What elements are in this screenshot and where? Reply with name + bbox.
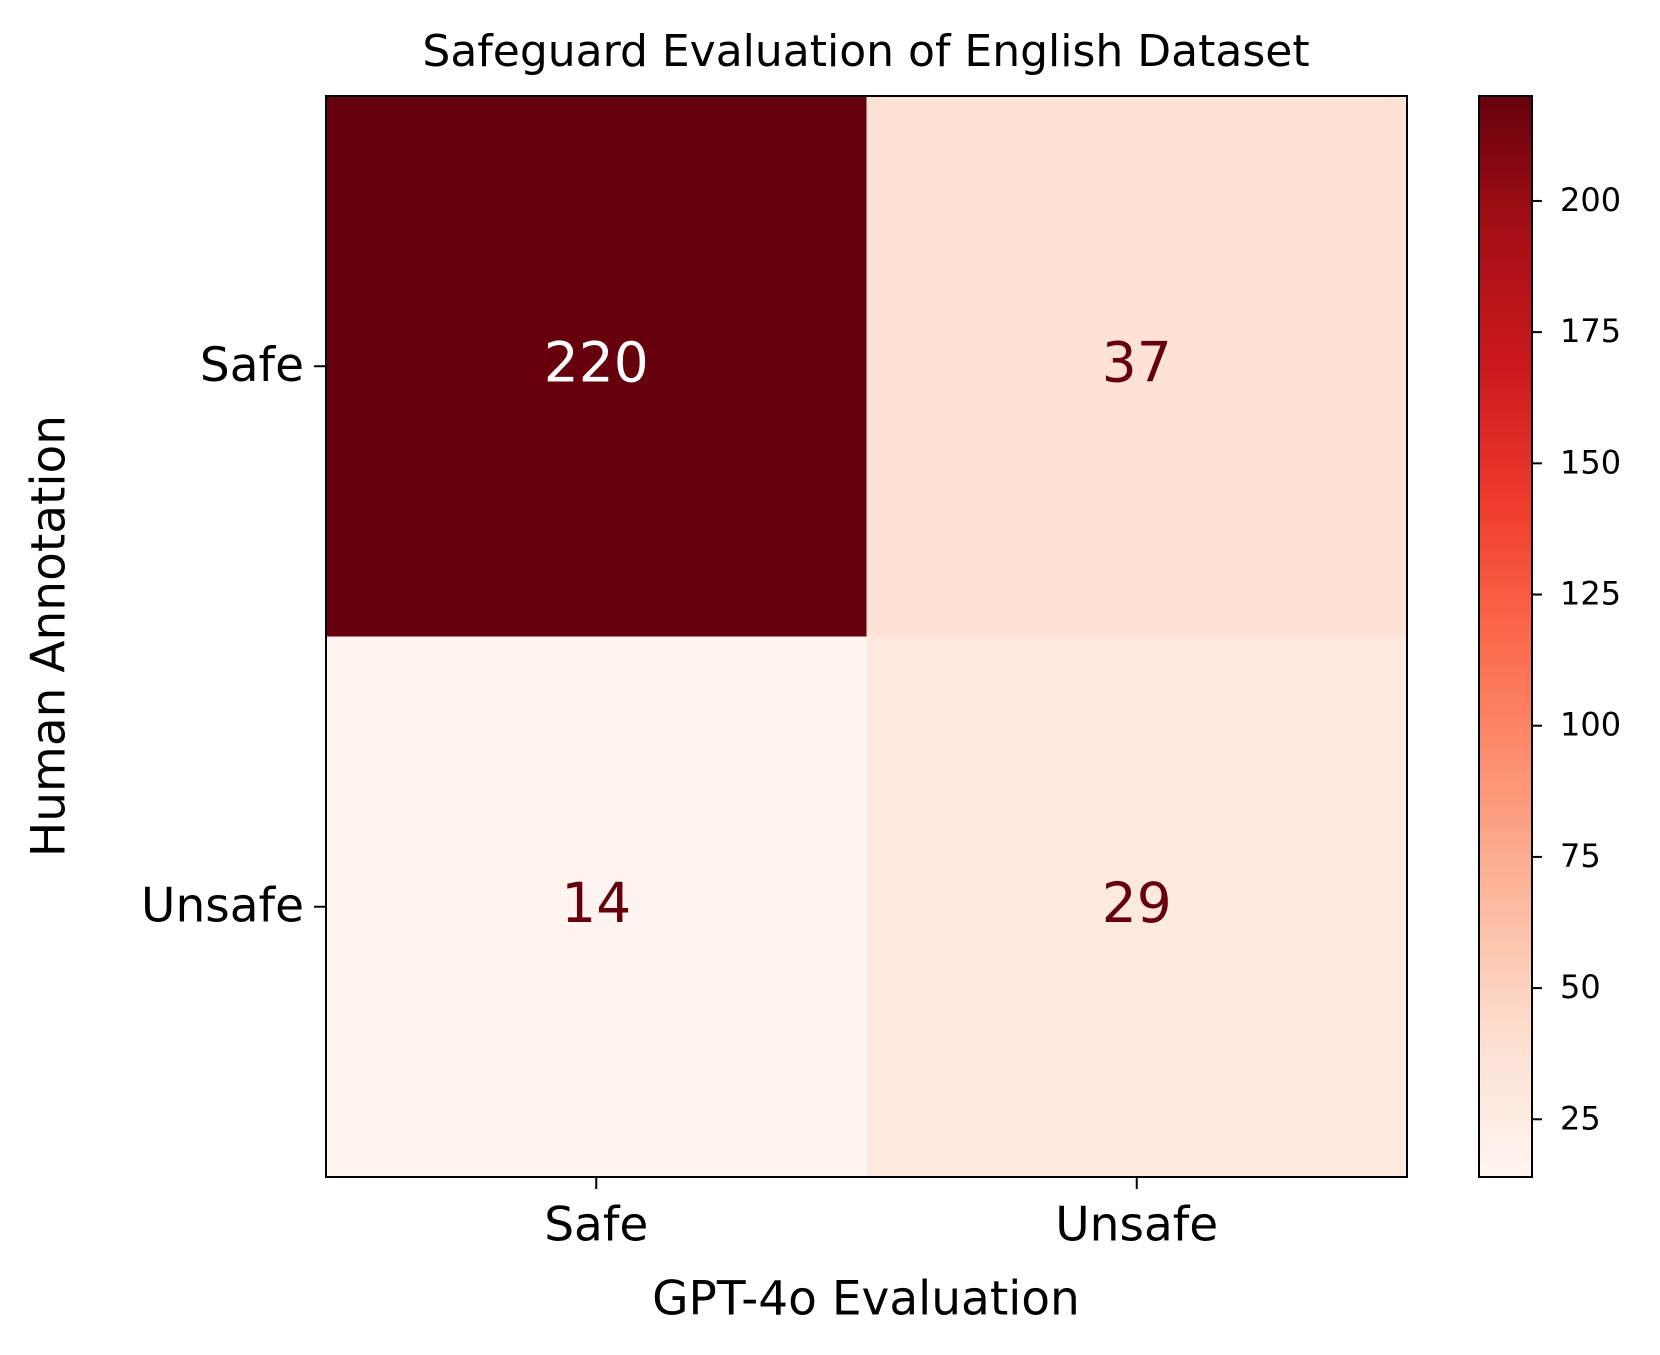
y-axis-label: Human Annotation: [22, 415, 77, 857]
cell-label: 14: [561, 871, 631, 935]
colorbar-tick-label: 200: [1560, 181, 1621, 219]
cell-label: 37: [1102, 330, 1172, 394]
colorbar: [1478, 95, 1533, 1178]
colorbar-tick-label: 125: [1560, 575, 1621, 613]
cell-label: 29: [1102, 871, 1172, 935]
colorbar-tick-label: 100: [1560, 706, 1621, 744]
heatmap-cell: [326, 636, 867, 1178]
y-tick-label: Safe: [200, 338, 304, 393]
cell-label: 220: [544, 330, 649, 394]
plot-frame: [325, 95, 1408, 1178]
x-axis-label: GPT-4o Evaluation: [652, 1272, 1080, 1327]
colorbar-tick-label: 25: [1560, 1099, 1601, 1137]
heatmap-cell: [326, 96, 867, 637]
x-tick-label: Unsafe: [1055, 1198, 1218, 1253]
y-tick-label: Unsafe: [141, 878, 304, 933]
colorbar-tick-label: 50: [1560, 968, 1601, 1006]
heatmap-cell: [866, 636, 1408, 1178]
heatmap-cell: [866, 96, 1408, 637]
chart-title: Safeguard Evaluation of English Dataset: [422, 26, 1309, 77]
colorbar-tick-label: 150: [1560, 443, 1621, 481]
colorbar-tick-label: 175: [1560, 312, 1621, 350]
x-tick-label: Safe: [544, 1198, 648, 1253]
colorbar-tick-label: 75: [1560, 837, 1601, 875]
